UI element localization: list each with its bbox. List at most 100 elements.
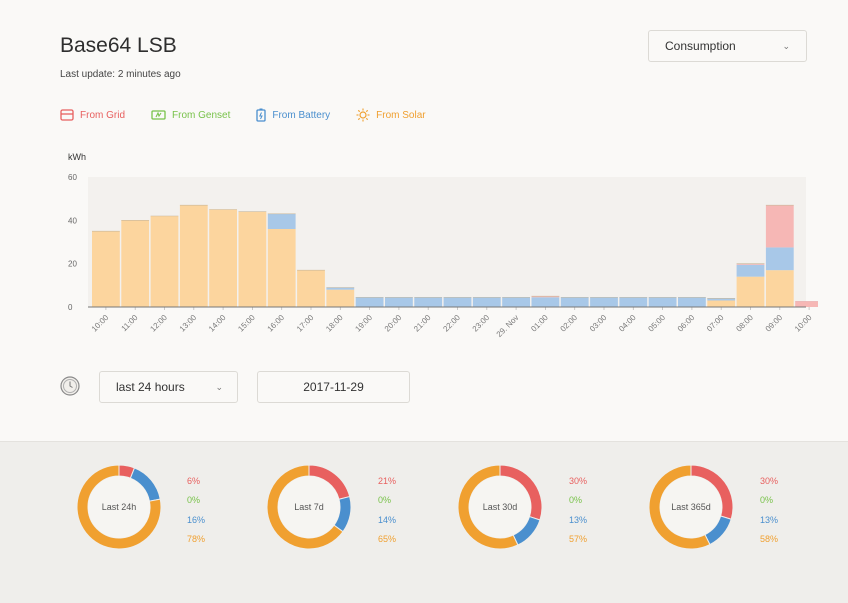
bar-segment — [121, 220, 150, 307]
bar-segment — [502, 297, 530, 307]
bar-segment — [707, 298, 736, 301]
summary-percentages: 21% 0% 14% 65% — [378, 472, 396, 549]
y-tick-label: 60 — [68, 173, 77, 182]
bar-segment — [707, 300, 736, 307]
x-tick-label: 10:00 — [90, 313, 111, 334]
pct-grid: 6% — [187, 476, 201, 486]
donut-last-7d[interactable]: Last 7d — [266, 464, 352, 550]
consumption-chart: kWh 0 20 40 60 10:00 11:00 12:00 13:00 14:00 15:00… — [68, 152, 818, 339]
pct-solar: 57% — [569, 533, 588, 544]
donut-label: Last 365d — [671, 502, 711, 512]
y-tick-label: 0 — [68, 303, 73, 312]
genset-icon — [151, 110, 166, 120]
bar-segment — [267, 213, 296, 229]
pct-solar: 58% — [760, 533, 779, 544]
y-tick-label: 40 — [68, 216, 77, 225]
donut-hole — [278, 476, 340, 538]
bar-segment — [560, 297, 589, 307]
view-select[interactable]: Consumption ⌄ — [648, 30, 807, 62]
x-tick-label: 09:00 — [764, 313, 785, 334]
bar-segment — [590, 297, 618, 307]
bar-segment — [765, 270, 794, 307]
x-tick-label: 08:00 — [734, 313, 755, 334]
chevron-down-icon: ⌄ — [215, 381, 223, 392]
bar-segment — [531, 297, 560, 307]
x-tick-label: 19:00 — [353, 313, 374, 334]
donut-last-30d[interactable]: Last 30d — [457, 464, 543, 550]
bar-segment — [267, 229, 296, 307]
pct-genset: 0% — [378, 495, 392, 506]
x-tick-label: 01:00 — [529, 313, 550, 334]
y-tick-label: 20 — [68, 260, 77, 269]
legend-item-genset[interactable]: From Genset — [151, 108, 230, 122]
pct-genset: 0% — [569, 495, 583, 506]
bar-segment — [765, 247, 794, 271]
bar-segment — [443, 297, 472, 307]
bar-segment — [531, 296, 560, 298]
battery-icon — [256, 108, 267, 122]
donut-slice — [266, 464, 344, 550]
pct-grid: 30% — [569, 476, 588, 486]
date-value: 2017-11-29 — [303, 380, 364, 394]
x-tick-label: 15:00 — [236, 313, 257, 334]
pct-solar: 65% — [378, 533, 397, 544]
summary-percentages: 30% 0% 13% 58% — [760, 472, 778, 549]
last-update-text: Last update: 2 minutes ago — [60, 69, 181, 80]
chevron-down-icon: ⌄ — [782, 40, 790, 51]
y-axis-label: kWh — [68, 152, 86, 162]
x-tick-label: 18:00 — [324, 313, 345, 334]
donut-chart — [457, 464, 543, 550]
pct-battery: 16% — [187, 514, 206, 525]
x-tick-label: 23:00 — [471, 313, 492, 334]
legend-item-grid[interactable]: From Grid — [60, 108, 125, 122]
x-tick-label: 22:00 — [441, 313, 462, 334]
x-tick-label: 14:00 — [207, 313, 228, 334]
bar-segment — [150, 216, 179, 307]
legend-item-solar[interactable]: From Solar — [356, 108, 426, 122]
bar-segment — [326, 287, 355, 290]
x-tick-label: 06:00 — [676, 313, 697, 334]
bar-segment — [209, 209, 237, 307]
legend-item-battery[interactable]: From Battery — [256, 108, 330, 122]
x-tick-label: 13:00 — [178, 313, 199, 334]
chart-legend: From Grid From Genset From Battery From … — [60, 108, 426, 122]
pct-grid: 30% — [760, 476, 779, 486]
x-tick-label: 05:00 — [646, 313, 667, 334]
bar-segment — [736, 263, 765, 265]
donut-hole — [660, 476, 722, 538]
bar-segment — [92, 231, 120, 307]
clock-icon[interactable] — [60, 376, 80, 396]
view-select-value: Consumption — [665, 39, 736, 53]
x-tick-label: 17:00 — [295, 313, 316, 334]
pct-genset: 0% — [187, 495, 201, 506]
bar-segment — [326, 289, 355, 307]
x-tick-label: 11:00 — [120, 313, 140, 333]
pct-genset: 0% — [760, 495, 774, 506]
donut-last-365d[interactable]: Last 365d — [648, 464, 734, 550]
bar-segment — [414, 297, 443, 307]
page-title: Base64 LSB — [60, 34, 177, 57]
bar-segment — [179, 205, 208, 307]
bar-segment — [736, 276, 765, 307]
legend-label-solar: From Solar — [376, 109, 426, 121]
bar-segment — [385, 297, 413, 307]
donut-label: Last 7d — [294, 502, 324, 512]
solar-icon — [356, 108, 370, 122]
bar-segment — [736, 264, 765, 277]
bar-segment — [355, 297, 384, 307]
x-tick-label: 12:00 — [148, 313, 169, 334]
pct-solar: 78% — [187, 533, 206, 544]
pct-battery: 13% — [569, 514, 588, 525]
time-range-select[interactable]: last 24 hours ⌄ — [99, 371, 238, 403]
donut-chart — [76, 464, 162, 550]
donut-last-24h[interactable]: Last 24h — [76, 464, 162, 550]
x-tick-label: 21:00 — [412, 313, 433, 334]
x-tick-label: 10:00 — [793, 313, 814, 334]
pct-battery: 14% — [378, 514, 397, 525]
bar-segment — [619, 297, 648, 307]
bar-segment — [648, 297, 677, 307]
date-picker-field[interactable]: 2017-11-29 — [257, 371, 410, 403]
time-range-value: last 24 hours — [116, 380, 185, 394]
legend-label-battery: From Battery — [272, 109, 331, 121]
donut-hole — [469, 476, 531, 538]
